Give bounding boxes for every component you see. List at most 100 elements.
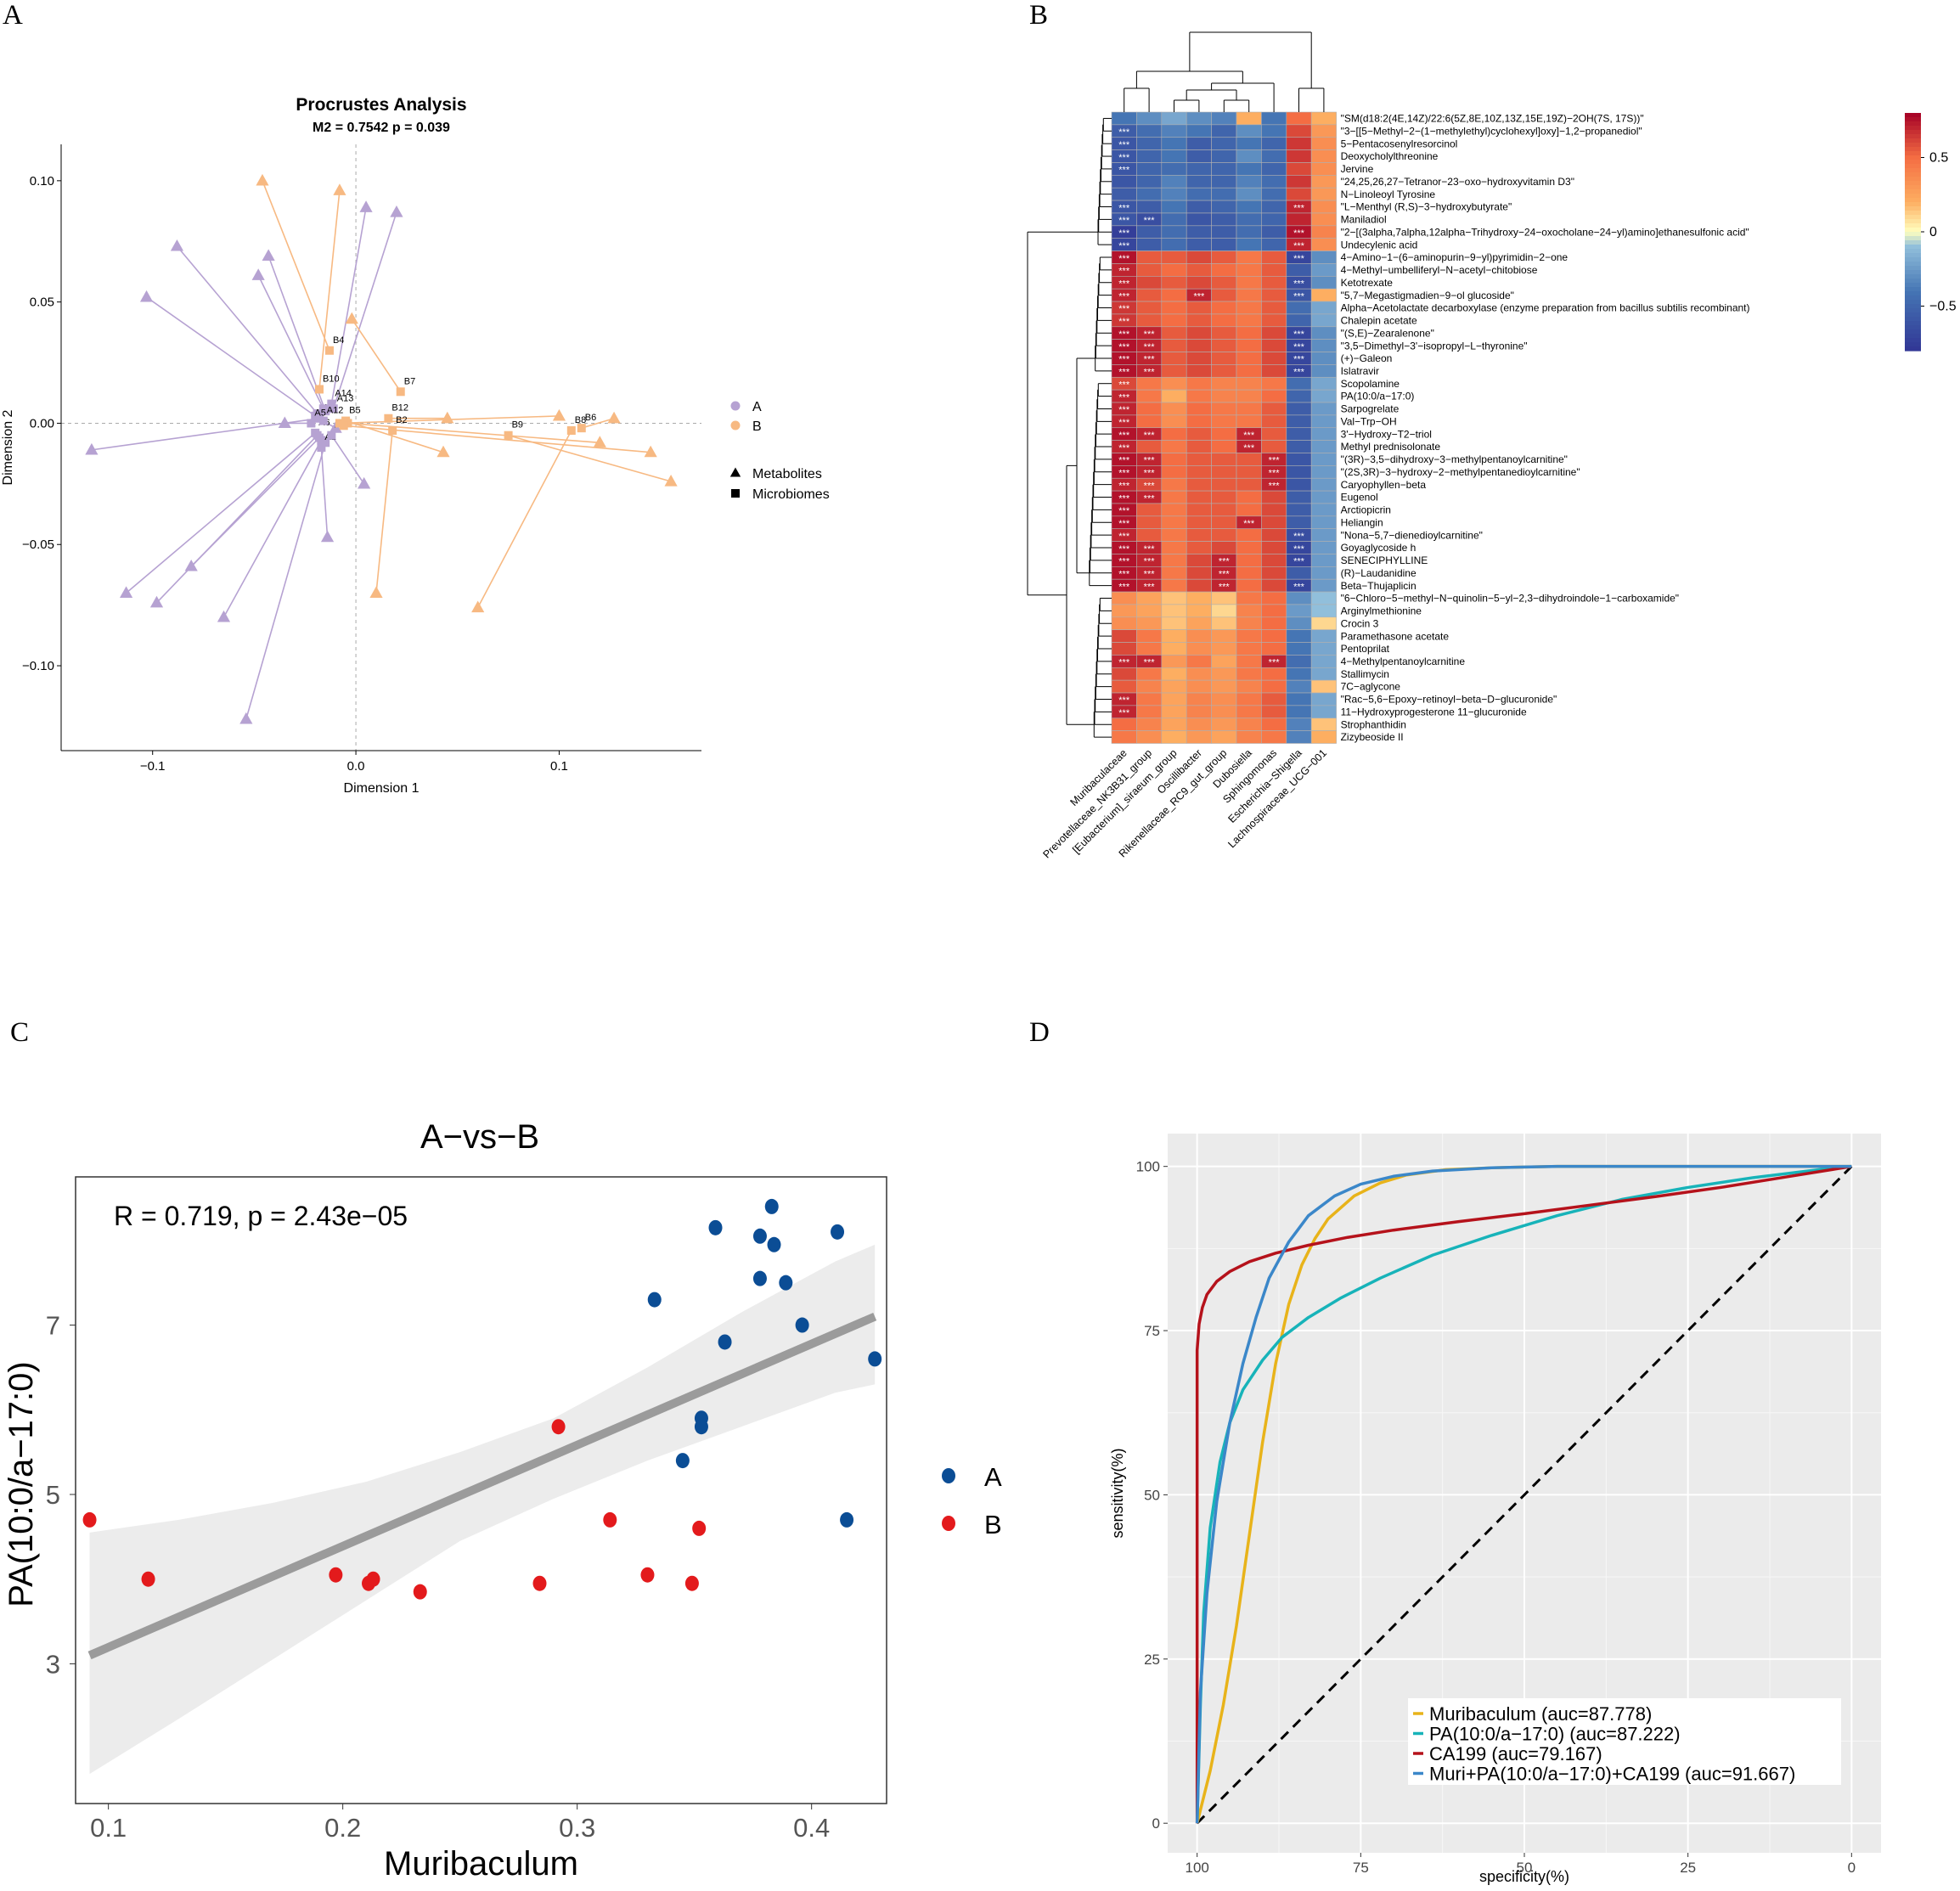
y-tick-label: 3: [46, 1649, 60, 1679]
row-label: 4−Methylpentanoylcarnitine: [1341, 656, 1466, 667]
point-label: B5: [349, 406, 360, 416]
legend-label: B: [984, 1510, 1002, 1539]
significance-star: ***: [1144, 368, 1156, 378]
plot-frame: [75, 1176, 887, 1804]
row-label: Paramethasone acetate: [1341, 630, 1450, 642]
significance-star: ***: [1118, 368, 1130, 378]
roc-curve-3: [1195, 1164, 1852, 1824]
row-label: Zizybeoside II: [1341, 731, 1404, 743]
scatter-point-b: [141, 1571, 155, 1587]
metabolite-point: [149, 595, 164, 608]
y-tick-label: 75: [1144, 1323, 1160, 1339]
significance-star: ***: [1118, 291, 1130, 301]
row-label: "3−[[5−Methyl−2−(1−methylethyl)cyclohexy…: [1341, 125, 1642, 137]
metabolite-point: [278, 416, 291, 429]
colorbar-segment: [1905, 202, 1921, 207]
significance-star: ***: [1118, 329, 1130, 340]
correlation-annotation: R = 0.719, p = 2.43e−05: [114, 1201, 408, 1231]
row-label: Chalepin acetate: [1341, 315, 1417, 327]
colorbar-segment: [1905, 130, 1921, 135]
row-label: PA(10:0/a−17:0): [1341, 391, 1415, 402]
significance-star: ***: [1144, 493, 1156, 504]
colorbar-segment: [1905, 151, 1921, 156]
significance-star: ***: [1118, 532, 1130, 542]
scatter-point-a: [868, 1351, 882, 1367]
significance-star: ***: [1118, 469, 1130, 479]
point-label: B9: [512, 420, 523, 431]
row-label: 11−Hydroxyprogesterone 11−glucuronide: [1341, 706, 1527, 718]
significance-star: ***: [1118, 355, 1130, 365]
x-tick-label: 75: [1353, 1860, 1369, 1876]
significance-star: ***: [1118, 431, 1130, 441]
microbiome-point: [313, 409, 322, 419]
row-label: Arctiopicrin: [1341, 504, 1391, 516]
row-label: "(2S,3R)−3−hydroxy−2−methylpentanedioylc…: [1341, 466, 1580, 478]
metabolite-point: [593, 436, 606, 447]
colorbar-segment: [1905, 262, 1921, 267]
row-label: Eugenol: [1341, 492, 1378, 504]
y-tick-label: 0.05: [30, 295, 54, 310]
colorbar-segment: [1905, 245, 1921, 250]
row-label: "Nona−5,7−dienedioylcarnitine": [1341, 529, 1483, 541]
colorbar-segment: [1905, 113, 1921, 118]
row-label: "SM(d18:2(4E,14Z)/22:6(5Z,8E,10Z,13Z,15E…: [1341, 113, 1644, 125]
significance-star: ***: [1293, 557, 1305, 567]
pair-arrow: [155, 435, 318, 604]
colorbar-segment: [1905, 279, 1921, 284]
microbiome-point: [321, 407, 330, 416]
scatter-point-b: [640, 1567, 655, 1583]
scatter-point-b: [532, 1575, 547, 1591]
scatter-point-a: [675, 1453, 690, 1469]
x-tick-label: 0.4: [793, 1813, 830, 1843]
colorbar-segment: [1905, 266, 1921, 271]
metabolite-point: [390, 205, 403, 217]
colorbar-segment: [1905, 304, 1921, 309]
colorbar-segment: [1905, 206, 1921, 211]
pair-arrow: [126, 432, 316, 594]
row-label: (R)−Laudanidine: [1341, 567, 1416, 579]
x-axis-title: Muribaculum: [384, 1845, 578, 1883]
significance-star: ***: [1269, 456, 1281, 466]
scatter-point-b: [551, 1419, 566, 1435]
colorbar-tick-label: 0.5: [1929, 151, 1948, 166]
point-label: B6: [585, 413, 596, 423]
chart-title: A−vs−B: [420, 1118, 539, 1156]
row-label: "5,7−Megastigmadien−9−ol glucoside": [1341, 290, 1514, 301]
significance-star: ***: [1293, 368, 1305, 378]
legend-group-label: B: [752, 419, 762, 434]
row-label: "2−[(3alpha,7alpha,12alpha−Trihydroxy−24…: [1341, 226, 1749, 238]
significance-star: ***: [1219, 557, 1231, 567]
x-tick-label: −0.1: [140, 759, 166, 774]
significance-star: ***: [1293, 254, 1305, 264]
microbiome-point: [566, 426, 576, 436]
row-label: Sarpogrelate: [1341, 403, 1400, 415]
metabolite-point: [644, 445, 657, 458]
significance-star: ***: [1293, 544, 1305, 554]
correlation-scatter: A−vs−B R = 0.719, p = 2.43e−05 0.1 0.2 0.3 0.…: [3, 1118, 1002, 1883]
roc-curve-2: [1195, 1164, 1852, 1824]
pair-arrow: [330, 435, 365, 485]
scatter-point-a: [752, 1228, 767, 1244]
row-label: 4−Amino−1−(6−aminopurin−9−yl)pyrimidin−2…: [1341, 251, 1569, 263]
significance-star: ***: [1118, 203, 1130, 213]
significance-star: ***: [1118, 405, 1130, 415]
y-axis-title: PA(10:0/a−17:0): [3, 1361, 40, 1607]
row-label: Crocin 3: [1341, 617, 1379, 629]
scatter-point-b: [684, 1575, 699, 1591]
colorbar-segment: [1905, 308, 1921, 313]
metabolite-point: [471, 600, 485, 613]
significance-star: ***: [1118, 241, 1130, 251]
significance-star: ***: [1293, 228, 1305, 239]
metabolite-point: [358, 476, 371, 489]
colorbar-segment: [1905, 168, 1921, 173]
colorbar-segment: [1905, 274, 1921, 279]
colorbar-segment: [1905, 338, 1921, 343]
metabolite-point: [607, 411, 621, 424]
x-tick-label: 0: [1848, 1860, 1856, 1876]
significance-star: ***: [1118, 443, 1130, 453]
legend-label: Muri+PA(10:0/a−17:0)+CA199 (auc=91.667): [1429, 1764, 1795, 1785]
scatter-point-a: [831, 1224, 845, 1240]
metabolite-point: [369, 586, 383, 598]
significance-star: ***: [1144, 469, 1156, 479]
legend-group-marker: [730, 401, 741, 411]
